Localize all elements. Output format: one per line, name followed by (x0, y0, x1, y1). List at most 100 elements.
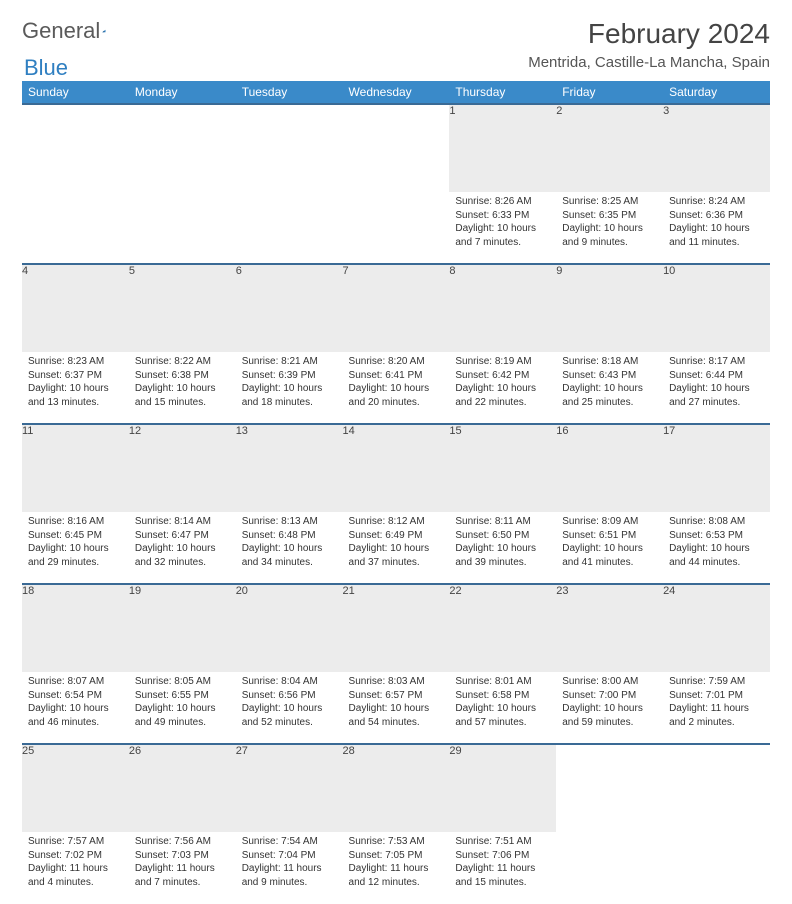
day-body-cell: Sunrise: 8:20 AMSunset: 6:41 PMDaylight:… (343, 352, 450, 424)
day-body-row: Sunrise: 8:07 AMSunset: 6:54 PMDaylight:… (22, 672, 770, 744)
day-details: Sunrise: 8:03 AMSunset: 6:57 PMDaylight:… (343, 672, 450, 735)
title-block: February 2024 Mentrida, Castille-La Manc… (528, 18, 770, 77)
day-body-cell: Sunrise: 7:53 AMSunset: 7:05 PMDaylight:… (343, 832, 450, 904)
day-details: Sunrise: 8:12 AMSunset: 6:49 PMDaylight:… (343, 512, 450, 575)
day-body-cell: Sunrise: 8:19 AMSunset: 6:42 PMDaylight:… (449, 352, 556, 424)
day-number-cell: 21 (343, 584, 450, 672)
day-body-cell: Sunrise: 8:26 AMSunset: 6:33 PMDaylight:… (449, 192, 556, 264)
weekday-header: Saturday (663, 81, 770, 104)
weekday-header: Sunday (22, 81, 129, 104)
day-number-cell: 9 (556, 264, 663, 352)
day-details: Sunrise: 8:23 AMSunset: 6:37 PMDaylight:… (22, 352, 129, 415)
day-body-cell: Sunrise: 7:51 AMSunset: 7:06 PMDaylight:… (449, 832, 556, 904)
day-body-cell: Sunrise: 8:25 AMSunset: 6:35 PMDaylight:… (556, 192, 663, 264)
weekday-header: Tuesday (236, 81, 343, 104)
day-body-cell: Sunrise: 8:07 AMSunset: 6:54 PMDaylight:… (22, 672, 129, 744)
day-number-cell: 18 (22, 584, 129, 672)
day-body-row: Sunrise: 8:26 AMSunset: 6:33 PMDaylight:… (22, 192, 770, 264)
day-body-cell: Sunrise: 8:09 AMSunset: 6:51 PMDaylight:… (556, 512, 663, 584)
day-number-cell: 28 (343, 744, 450, 832)
day-number-cell (236, 104, 343, 192)
day-number-row: 123 (22, 104, 770, 192)
day-number-cell: 8 (449, 264, 556, 352)
day-details: Sunrise: 8:19 AMSunset: 6:42 PMDaylight:… (449, 352, 556, 415)
day-number-cell: 19 (129, 584, 236, 672)
day-details: Sunrise: 8:16 AMSunset: 6:45 PMDaylight:… (22, 512, 129, 575)
day-details: Sunrise: 7:53 AMSunset: 7:05 PMDaylight:… (343, 832, 450, 895)
brand-general: General (22, 18, 100, 44)
day-number-cell: 13 (236, 424, 343, 512)
day-number-cell: 20 (236, 584, 343, 672)
day-number-cell: 23 (556, 584, 663, 672)
day-number-cell: 29 (449, 744, 556, 832)
day-body-cell: Sunrise: 8:04 AMSunset: 6:56 PMDaylight:… (236, 672, 343, 744)
day-details: Sunrise: 8:14 AMSunset: 6:47 PMDaylight:… (129, 512, 236, 575)
day-number-cell: 4 (22, 264, 129, 352)
day-details: Sunrise: 8:18 AMSunset: 6:43 PMDaylight:… (556, 352, 663, 415)
day-number-cell: 12 (129, 424, 236, 512)
day-body-cell: Sunrise: 8:05 AMSunset: 6:55 PMDaylight:… (129, 672, 236, 744)
day-body-cell: Sunrise: 8:00 AMSunset: 7:00 PMDaylight:… (556, 672, 663, 744)
day-number-cell: 5 (129, 264, 236, 352)
day-body-cell (236, 192, 343, 264)
day-details: Sunrise: 8:25 AMSunset: 6:35 PMDaylight:… (556, 192, 663, 255)
day-details: Sunrise: 8:24 AMSunset: 6:36 PMDaylight:… (663, 192, 770, 255)
day-body-cell: Sunrise: 8:14 AMSunset: 6:47 PMDaylight:… (129, 512, 236, 584)
day-details: Sunrise: 8:01 AMSunset: 6:58 PMDaylight:… (449, 672, 556, 735)
day-body-cell: Sunrise: 8:22 AMSunset: 6:38 PMDaylight:… (129, 352, 236, 424)
day-number-cell (663, 744, 770, 832)
day-body-cell (22, 192, 129, 264)
day-body-cell: Sunrise: 8:16 AMSunset: 6:45 PMDaylight:… (22, 512, 129, 584)
day-body-cell: Sunrise: 8:08 AMSunset: 6:53 PMDaylight:… (663, 512, 770, 584)
day-number-cell: 27 (236, 744, 343, 832)
day-details: Sunrise: 8:11 AMSunset: 6:50 PMDaylight:… (449, 512, 556, 575)
day-body-cell: Sunrise: 8:03 AMSunset: 6:57 PMDaylight:… (343, 672, 450, 744)
day-body-cell: Sunrise: 8:18 AMSunset: 6:43 PMDaylight:… (556, 352, 663, 424)
day-body-row: Sunrise: 8:23 AMSunset: 6:37 PMDaylight:… (22, 352, 770, 424)
day-body-cell: Sunrise: 7:56 AMSunset: 7:03 PMDaylight:… (129, 832, 236, 904)
weekday-header: Thursday (449, 81, 556, 104)
day-body-cell: Sunrise: 8:17 AMSunset: 6:44 PMDaylight:… (663, 352, 770, 424)
day-details: Sunrise: 8:20 AMSunset: 6:41 PMDaylight:… (343, 352, 450, 415)
day-number-cell: 17 (663, 424, 770, 512)
day-details: Sunrise: 8:04 AMSunset: 6:56 PMDaylight:… (236, 672, 343, 735)
location-text: Mentrida, Castille-La Mancha, Spain (528, 54, 770, 71)
day-number-cell: 15 (449, 424, 556, 512)
day-number-cell: 7 (343, 264, 450, 352)
day-body-cell (343, 192, 450, 264)
brand-triangle-icon (102, 20, 106, 42)
day-number-cell (556, 744, 663, 832)
day-body-cell: Sunrise: 8:24 AMSunset: 6:36 PMDaylight:… (663, 192, 770, 264)
day-number-row: 11121314151617 (22, 424, 770, 512)
day-number-cell: 10 (663, 264, 770, 352)
day-details: Sunrise: 7:57 AMSunset: 7:02 PMDaylight:… (22, 832, 129, 895)
day-details: Sunrise: 8:22 AMSunset: 6:38 PMDaylight:… (129, 352, 236, 415)
day-details: Sunrise: 7:51 AMSunset: 7:06 PMDaylight:… (449, 832, 556, 895)
weekday-header-row: Sunday Monday Tuesday Wednesday Thursday… (22, 81, 770, 104)
day-number-cell: 2 (556, 104, 663, 192)
day-number-cell: 14 (343, 424, 450, 512)
day-number-cell: 11 (22, 424, 129, 512)
day-details: Sunrise: 8:08 AMSunset: 6:53 PMDaylight:… (663, 512, 770, 575)
day-details: Sunrise: 8:13 AMSunset: 6:48 PMDaylight:… (236, 512, 343, 575)
day-number-cell: 3 (663, 104, 770, 192)
day-details: Sunrise: 8:26 AMSunset: 6:33 PMDaylight:… (449, 192, 556, 255)
day-details: Sunrise: 8:21 AMSunset: 6:39 PMDaylight:… (236, 352, 343, 415)
day-details: Sunrise: 7:54 AMSunset: 7:04 PMDaylight:… (236, 832, 343, 895)
day-number-cell: 26 (129, 744, 236, 832)
weekday-header: Wednesday (343, 81, 450, 104)
day-number-row: 18192021222324 (22, 584, 770, 672)
weekday-header: Monday (129, 81, 236, 104)
day-number-cell: 6 (236, 264, 343, 352)
day-body-row: Sunrise: 8:16 AMSunset: 6:45 PMDaylight:… (22, 512, 770, 584)
day-details: Sunrise: 8:07 AMSunset: 6:54 PMDaylight:… (22, 672, 129, 735)
day-number-cell (22, 104, 129, 192)
calendar-table: Sunday Monday Tuesday Wednesday Thursday… (22, 81, 770, 904)
day-number-cell (343, 104, 450, 192)
day-number-row: 45678910 (22, 264, 770, 352)
day-number-cell (129, 104, 236, 192)
weekday-header: Friday (556, 81, 663, 104)
day-body-cell: Sunrise: 8:13 AMSunset: 6:48 PMDaylight:… (236, 512, 343, 584)
month-title: February 2024 (528, 18, 770, 50)
day-body-cell: Sunrise: 8:12 AMSunset: 6:49 PMDaylight:… (343, 512, 450, 584)
